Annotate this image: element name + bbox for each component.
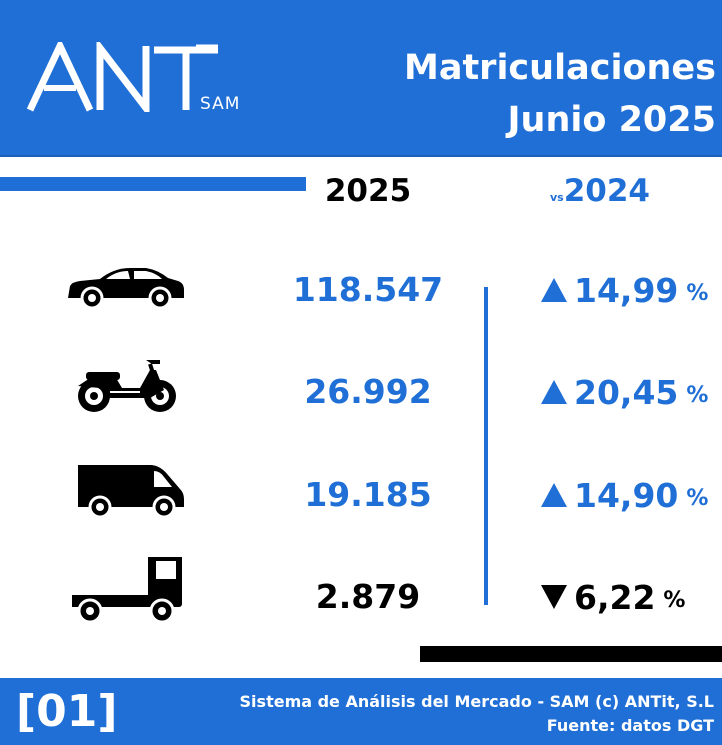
percent-sign: % xyxy=(686,382,709,408)
footer-credits: Sistema de Análisis del Mercado - SAM (c… xyxy=(240,690,714,738)
compare-year: 2024 xyxy=(563,173,650,209)
footer-banner: [01] Sistema de Análisis del Mercado - S… xyxy=(0,678,722,745)
stat-row-vans: 19.185 14,90 % xyxy=(0,455,722,535)
footer-line-1: Sistema de Análisis del Mercado - SAM (c… xyxy=(239,692,714,711)
logo-subtitle: SAM xyxy=(200,94,241,114)
percent-sign: % xyxy=(686,280,709,306)
up-triangle-icon xyxy=(541,483,567,507)
column-divider xyxy=(484,287,488,605)
change-indicator: 20,45 % xyxy=(540,352,710,432)
motorcycle-icon xyxy=(60,352,190,432)
down-triangle-icon xyxy=(541,585,567,609)
title-line-2: Junio 2025 xyxy=(507,100,717,140)
truck-icon xyxy=(60,549,190,637)
registrations-value: 118.547 xyxy=(292,270,444,309)
registrations-value: 26.992 xyxy=(304,372,432,411)
percent-sign: % xyxy=(686,485,709,511)
page-title: Matriculaciones Junio 2025 xyxy=(404,42,716,146)
ant-logo xyxy=(26,42,226,112)
change-indicator: 14,99 % xyxy=(540,250,710,330)
title-line-1: Matriculaciones xyxy=(404,48,716,88)
car-icon xyxy=(60,250,190,330)
accent-bar xyxy=(0,177,306,191)
ant-logo-mark xyxy=(26,42,218,112)
change-indicator: 14,90 % xyxy=(540,455,710,535)
change-value: 14,99 xyxy=(574,270,679,310)
change-indicator: 6,22 % xyxy=(540,557,710,637)
stat-row-trucks: 2.879 6,22 % xyxy=(0,549,722,637)
page-number-badge: [01] xyxy=(16,686,118,737)
registrations-value: 19.185 xyxy=(304,475,432,514)
registrations-value: 2.879 xyxy=(315,577,421,616)
change-value: 6,22 xyxy=(574,577,656,617)
stat-row-motorcycles: 26.992 20,45 % xyxy=(0,352,722,432)
column-header-current-year: 2025 xyxy=(324,173,412,209)
change-value: 20,45 xyxy=(574,372,679,412)
column-header-compare-year: vs2024 xyxy=(520,173,680,209)
percent-sign: % xyxy=(663,587,686,613)
bottom-black-bar xyxy=(420,646,722,662)
up-triangle-icon xyxy=(541,380,567,404)
up-triangle-icon xyxy=(541,278,567,302)
change-value: 14,90 xyxy=(574,475,679,515)
header-banner: SAM Matriculaciones Junio 2025 xyxy=(0,0,722,157)
stat-row-cars: 118.547 14,99 % xyxy=(0,250,722,330)
van-icon xyxy=(60,455,190,535)
vs-label: vs xyxy=(550,191,564,204)
footer-line-2: Fuente: datos DGT xyxy=(546,716,714,735)
